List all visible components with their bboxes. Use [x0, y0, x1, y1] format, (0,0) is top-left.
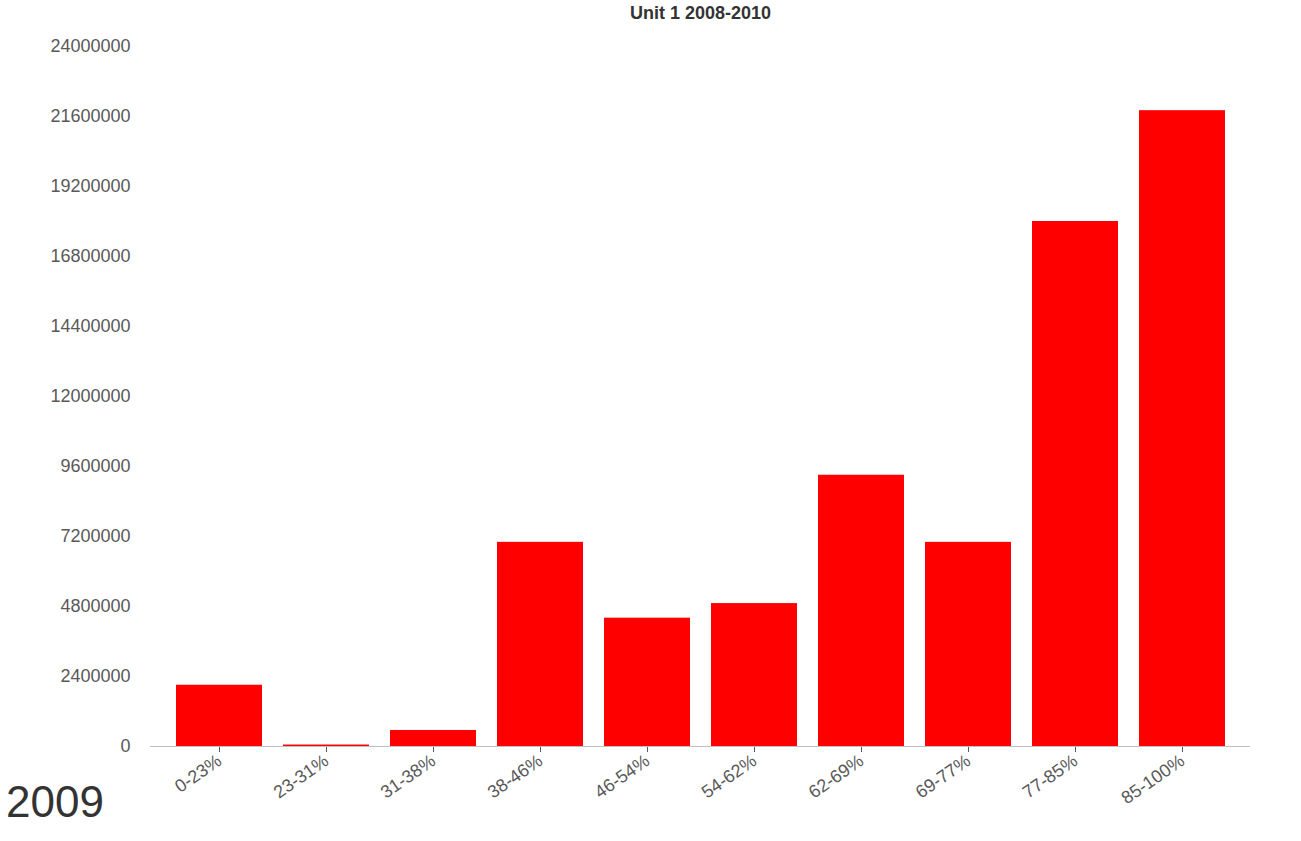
svg-text:19200000: 19200000	[50, 176, 130, 196]
svg-text:0: 0	[120, 736, 130, 756]
svg-text:2400000: 2400000	[60, 666, 130, 686]
svg-text:85-100%: 85-100%	[1118, 750, 1189, 808]
svg-text:9600000: 9600000	[60, 456, 130, 476]
html-text:Unit 1 2008-2010: Unit 1 2008-2010	[630, 3, 771, 23]
svg-text:24000000: 24000000	[50, 36, 130, 56]
svg-text:31-38%: 31-38%	[377, 750, 439, 802]
svg-text:21600000: 21600000	[50, 106, 130, 126]
svg-text:12000000: 12000000	[50, 386, 130, 406]
svg-text:69-77%: 69-77%	[912, 750, 974, 802]
svg-text:54-62%: 54-62%	[698, 750, 760, 802]
svg-text:0-23%: 0-23%	[171, 750, 225, 796]
svg-text:38-46%: 38-46%	[484, 750, 546, 802]
svg-text:46-54%: 46-54%	[591, 750, 653, 802]
html-text:2009: 2009	[6, 777, 104, 826]
svg-text:77-85%: 77-85%	[1019, 750, 1081, 802]
svg-text:14400000: 14400000	[50, 316, 130, 336]
svg-text:62-69%: 62-69%	[805, 750, 867, 802]
svg-text:4800000: 4800000	[60, 596, 130, 616]
svg-text:16800000: 16800000	[50, 246, 130, 266]
svg-text:7200000: 7200000	[60, 526, 130, 546]
svg-text:23-31%: 23-31%	[270, 750, 332, 802]
